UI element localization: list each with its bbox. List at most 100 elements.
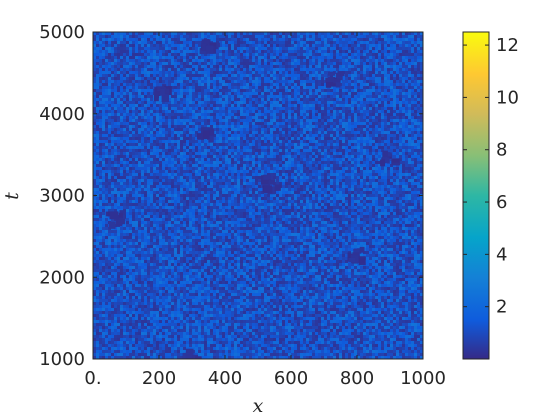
heatmap-cell [351, 47, 354, 50]
heatmap-cell [351, 44, 354, 47]
heatmap-cell [393, 56, 396, 59]
heatmap-cell [252, 32, 255, 35]
heatmap-cell [219, 44, 222, 47]
heatmap-cell [285, 158, 288, 161]
heatmap-cell [120, 98, 123, 101]
heatmap-cell [339, 53, 342, 56]
heatmap-cell [294, 134, 297, 137]
heatmap-cell [243, 158, 246, 161]
heatmap-cell [267, 149, 270, 152]
heatmap-cell [285, 56, 288, 59]
heatmap-cell [162, 158, 165, 161]
heatmap-cell [249, 128, 252, 131]
heatmap-cell [393, 44, 396, 47]
heatmap-cell [138, 59, 141, 62]
heatmap-cell [243, 161, 246, 164]
heatmap-cell [363, 77, 366, 80]
heatmap-cell [381, 128, 384, 131]
heatmap-cell [402, 155, 405, 158]
heatmap-cell [183, 95, 186, 98]
heatmap-cell [414, 35, 417, 38]
heatmap-cell [315, 38, 318, 41]
heatmap-cell [363, 71, 366, 74]
heatmap-cell [294, 104, 297, 107]
heatmap-cell [306, 80, 309, 83]
heatmap-cell [189, 152, 192, 155]
heatmap-cell [414, 98, 417, 101]
heatmap-cell [225, 44, 228, 47]
heatmap-cell [192, 101, 195, 104]
heatmap-cell [192, 146, 195, 149]
heatmap-cell [288, 89, 291, 92]
heatmap-cell [96, 158, 99, 161]
heatmap-cell [225, 32, 228, 35]
heatmap-cell [114, 146, 117, 149]
heatmap-cell [282, 113, 285, 116]
heatmap-cell [210, 77, 213, 80]
heatmap-cell [387, 134, 390, 137]
heatmap-cell [123, 167, 126, 170]
heatmap-cell [315, 92, 318, 95]
heatmap-cell [231, 68, 234, 71]
heatmap-cell [171, 143, 174, 146]
heatmap-cell [342, 77, 345, 80]
heatmap-cell [132, 56, 135, 59]
heatmap-cell [162, 56, 165, 59]
heatmap-cell [411, 113, 414, 116]
heatmap-cell [186, 38, 189, 41]
heatmap-cell [117, 71, 120, 74]
heatmap-cell [303, 80, 306, 83]
heatmap-cell [105, 71, 108, 74]
heatmap-cell [351, 74, 354, 77]
heatmap-cell [270, 101, 273, 104]
heatmap-cell [240, 122, 243, 125]
heatmap-cell [234, 38, 237, 41]
heatmap-cell [267, 89, 270, 92]
heatmap-cell [333, 110, 336, 113]
heatmap-cell [189, 50, 192, 53]
heatmap-cell [375, 65, 378, 68]
heatmap-cell [207, 164, 210, 167]
heatmap-cell [96, 38, 99, 41]
heatmap-cell [405, 104, 408, 107]
heatmap-cell [108, 62, 111, 65]
heatmap-cell [174, 125, 177, 128]
heatmap-cell [372, 149, 375, 152]
heatmap-cell [168, 38, 171, 41]
heatmap-cell [165, 155, 168, 158]
heatmap-cell [114, 158, 117, 161]
heatmap-cell [390, 128, 393, 131]
heatmap-cell [111, 158, 114, 161]
heatmap-cell [291, 137, 294, 140]
heatmap-cell [348, 53, 351, 56]
heatmap-cell [312, 44, 315, 47]
heatmap-cell [222, 158, 225, 161]
heatmap-cell [117, 59, 120, 62]
heatmap-cell [330, 44, 333, 47]
heatmap-cell [369, 122, 372, 125]
heatmap-cell [183, 50, 186, 53]
heatmap-cell [120, 146, 123, 149]
heatmap-cell [138, 137, 141, 140]
heatmap-cell [117, 74, 120, 77]
heatmap-cell [363, 101, 366, 104]
heatmap-cell [330, 38, 333, 41]
heatmap-cell [189, 128, 192, 131]
heatmap-cell [345, 47, 348, 50]
heatmap-cell [357, 68, 360, 71]
heatmap-cell [108, 35, 111, 38]
heatmap-cell [399, 83, 402, 86]
heatmap-cell [231, 50, 234, 53]
heatmap-cell [141, 125, 144, 128]
heatmap-cell [348, 152, 351, 155]
heatmap-cell [288, 92, 291, 95]
heatmap-cell [210, 107, 213, 110]
heatmap-cell [330, 32, 333, 35]
heatmap-cell [147, 164, 150, 167]
heatmap-cell [99, 137, 102, 140]
heatmap-cell [303, 137, 306, 140]
heatmap-cell [183, 74, 186, 77]
heatmap-cell [165, 44, 168, 47]
heatmap-cell [300, 122, 303, 125]
heatmap-cell [222, 86, 225, 89]
